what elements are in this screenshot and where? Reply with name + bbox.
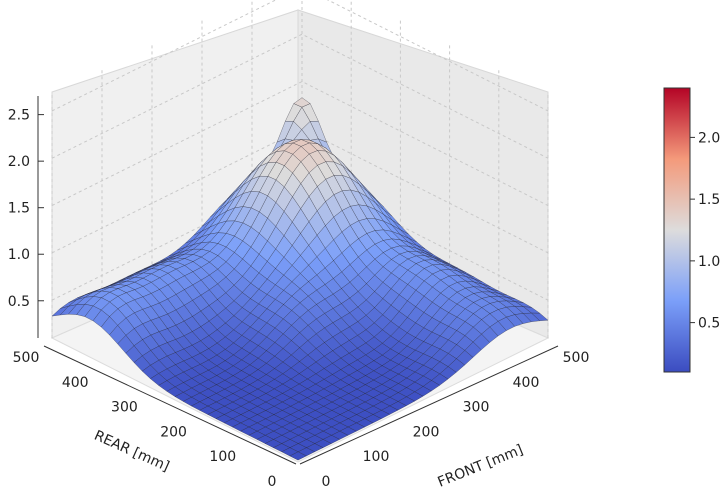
- colorbar-tick-label: 0.5: [698, 316, 720, 332]
- colorbar-tick-label: 2.0: [698, 130, 720, 146]
- rear-axis-line: [43, 345, 297, 465]
- grid-line-z: [51, 80, 549, 206]
- grid-line-z: [51, 128, 549, 254]
- colorbar: [663, 87, 691, 373]
- z-tick-label: 0.5: [8, 294, 30, 310]
- z-tick-label: 1.0: [8, 247, 30, 263]
- surface-facet: [289, 451, 307, 461]
- front-tick-label: 500: [563, 350, 590, 366]
- grid-line-z: [51, 175, 549, 301]
- rear-tick-label: 400: [62, 375, 89, 391]
- z-tick-label: 2.0: [8, 154, 30, 170]
- rear-tick-label: 300: [111, 400, 138, 416]
- front-tick-label: 200: [413, 424, 440, 440]
- back-grid: [51, 0, 549, 338]
- front-tick-label: 400: [513, 375, 540, 391]
- z-tick-label: 1.5: [8, 201, 30, 217]
- front-tick-label: 0: [322, 474, 331, 490]
- axes: 0 100 200 300 400 500 0 100 200 300 400 500 0.5 1.0 1.…: [8, 96, 590, 490]
- front-axis-line: [299, 345, 559, 465]
- colorbar-ticks: 0.5 1.0 1.5 2.0: [690, 130, 720, 332]
- rear-tick-label: 100: [209, 449, 236, 465]
- grid-line-z: [51, 0, 549, 112]
- front-axis-label: FRONT [mm]: [436, 442, 526, 491]
- z-tick-label: 2.5: [8, 108, 30, 124]
- colorbar-tick-label: 1.5: [698, 192, 720, 208]
- colorbar-tick-label: 1.0: [698, 254, 720, 270]
- rear-tick-label: 0: [268, 474, 277, 490]
- rear-tick-label: 500: [13, 350, 40, 366]
- front-tick-label: 100: [363, 449, 390, 465]
- front-tick-label: 300: [463, 400, 490, 416]
- grid-line-z: [51, 33, 549, 159]
- rear-tick-label: 200: [160, 424, 187, 440]
- surface-mesh: [51, 97, 549, 461]
